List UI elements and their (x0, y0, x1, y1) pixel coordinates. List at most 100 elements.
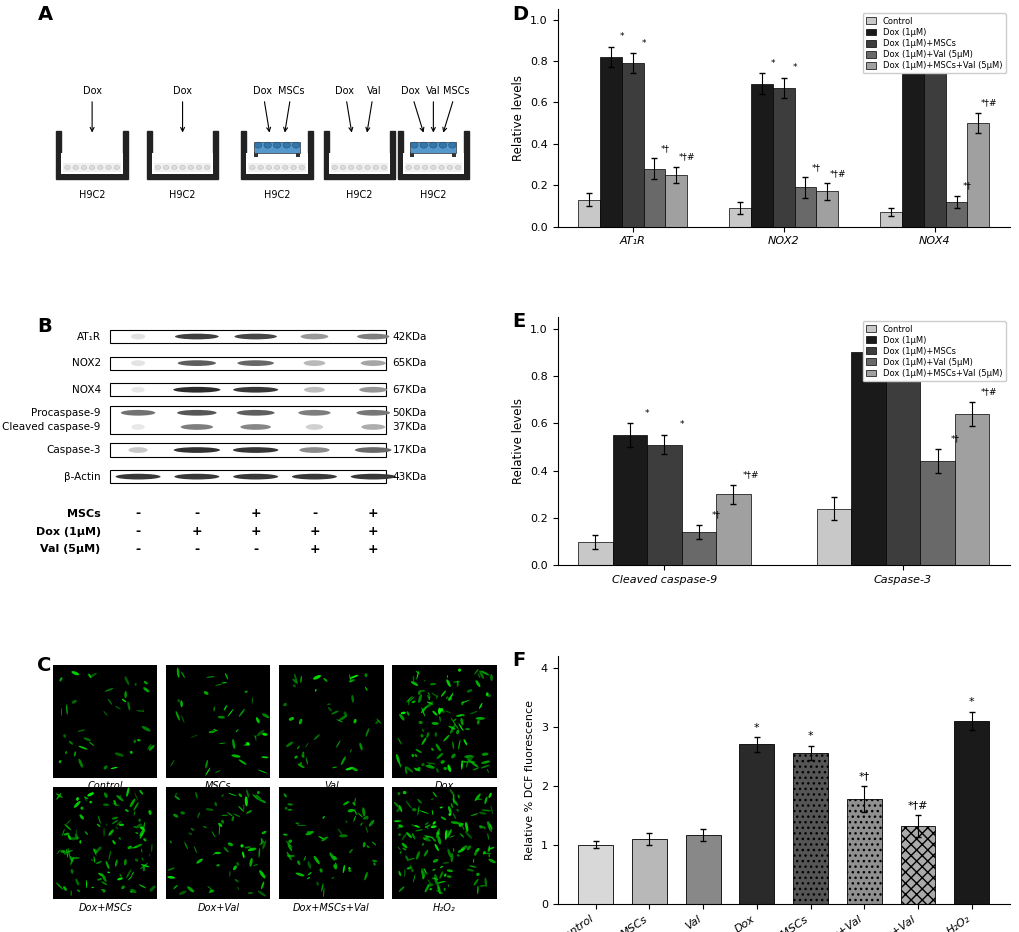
Ellipse shape (365, 827, 368, 833)
Ellipse shape (461, 845, 467, 850)
Ellipse shape (458, 668, 461, 672)
Bar (631, 839, 666, 904)
Ellipse shape (63, 850, 66, 855)
Ellipse shape (446, 830, 449, 834)
Bar (794, 187, 815, 226)
Ellipse shape (437, 835, 440, 844)
Ellipse shape (465, 822, 468, 831)
Bar (392, 665, 496, 777)
Ellipse shape (396, 825, 403, 829)
Text: *: * (882, 331, 888, 339)
Ellipse shape (86, 880, 87, 888)
Text: *: * (619, 33, 624, 41)
Ellipse shape (173, 387, 220, 392)
Ellipse shape (139, 884, 146, 888)
Text: *†: *† (811, 163, 820, 171)
Ellipse shape (366, 817, 368, 820)
Text: *: * (641, 38, 645, 48)
Ellipse shape (457, 809, 459, 812)
Ellipse shape (223, 847, 228, 852)
Ellipse shape (286, 855, 294, 857)
Ellipse shape (351, 473, 395, 479)
Ellipse shape (131, 871, 133, 876)
Ellipse shape (343, 711, 346, 717)
Ellipse shape (141, 848, 143, 853)
Y-axis label: Relative % DCF fluorescence: Relative % DCF fluorescence (525, 700, 535, 860)
Ellipse shape (258, 848, 260, 857)
Ellipse shape (434, 732, 436, 737)
Text: 50KDa: 50KDa (392, 408, 426, 418)
Ellipse shape (490, 805, 492, 815)
Ellipse shape (424, 825, 430, 828)
Text: -: - (194, 507, 200, 520)
Polygon shape (308, 131, 313, 174)
Ellipse shape (258, 166, 263, 170)
Ellipse shape (98, 873, 103, 876)
Text: Control: Control (88, 781, 123, 791)
Ellipse shape (452, 794, 454, 804)
Ellipse shape (65, 751, 67, 754)
Ellipse shape (237, 361, 274, 366)
Ellipse shape (300, 676, 302, 683)
Ellipse shape (128, 876, 132, 881)
Ellipse shape (452, 813, 455, 819)
Ellipse shape (430, 825, 433, 828)
Ellipse shape (150, 885, 155, 892)
Text: *†#: *†# (679, 153, 695, 161)
Ellipse shape (436, 881, 445, 884)
Ellipse shape (354, 798, 356, 803)
Ellipse shape (421, 763, 424, 766)
Ellipse shape (243, 804, 245, 812)
Ellipse shape (361, 361, 385, 366)
Ellipse shape (247, 742, 250, 746)
Text: *†#: *†# (829, 169, 846, 178)
Ellipse shape (259, 870, 265, 878)
Ellipse shape (469, 866, 476, 868)
Ellipse shape (101, 873, 106, 882)
Ellipse shape (291, 473, 336, 479)
Ellipse shape (444, 829, 447, 840)
Ellipse shape (439, 708, 442, 712)
Ellipse shape (206, 808, 213, 811)
Legend: Control, Dox (1μM), Dox (1μM)+MSCs, Dox (1μM)+Val (5μM), Dox (1μM)+MSCs+Val (5μM: Control, Dox (1μM), Dox (1μM)+MSCs, Dox … (862, 13, 1005, 74)
Ellipse shape (90, 166, 95, 170)
Ellipse shape (292, 684, 296, 687)
Ellipse shape (421, 871, 428, 875)
Ellipse shape (288, 840, 291, 843)
Ellipse shape (340, 166, 345, 170)
Ellipse shape (487, 833, 488, 840)
Ellipse shape (348, 679, 355, 682)
Ellipse shape (244, 745, 250, 746)
Ellipse shape (127, 702, 130, 710)
Text: C: C (38, 656, 52, 675)
Bar (397, 174, 469, 179)
Ellipse shape (112, 816, 118, 819)
Ellipse shape (71, 700, 76, 704)
Ellipse shape (231, 754, 240, 758)
Ellipse shape (427, 879, 431, 884)
Ellipse shape (327, 704, 330, 705)
Ellipse shape (443, 767, 446, 770)
Ellipse shape (115, 473, 160, 479)
Ellipse shape (141, 864, 149, 868)
Ellipse shape (142, 726, 151, 732)
Ellipse shape (227, 843, 232, 846)
Ellipse shape (479, 670, 483, 678)
Ellipse shape (131, 846, 137, 848)
Ellipse shape (423, 679, 426, 681)
Ellipse shape (130, 361, 145, 366)
Ellipse shape (97, 824, 101, 827)
Ellipse shape (396, 758, 400, 766)
Ellipse shape (442, 862, 448, 864)
Ellipse shape (240, 844, 244, 847)
Ellipse shape (73, 751, 76, 757)
Ellipse shape (365, 728, 369, 736)
Ellipse shape (290, 166, 296, 170)
Ellipse shape (440, 709, 444, 713)
Text: 37KDa: 37KDa (392, 422, 426, 432)
Bar (793, 753, 827, 904)
Ellipse shape (438, 716, 440, 722)
Ellipse shape (103, 711, 108, 716)
Ellipse shape (189, 832, 192, 835)
Ellipse shape (489, 674, 492, 681)
